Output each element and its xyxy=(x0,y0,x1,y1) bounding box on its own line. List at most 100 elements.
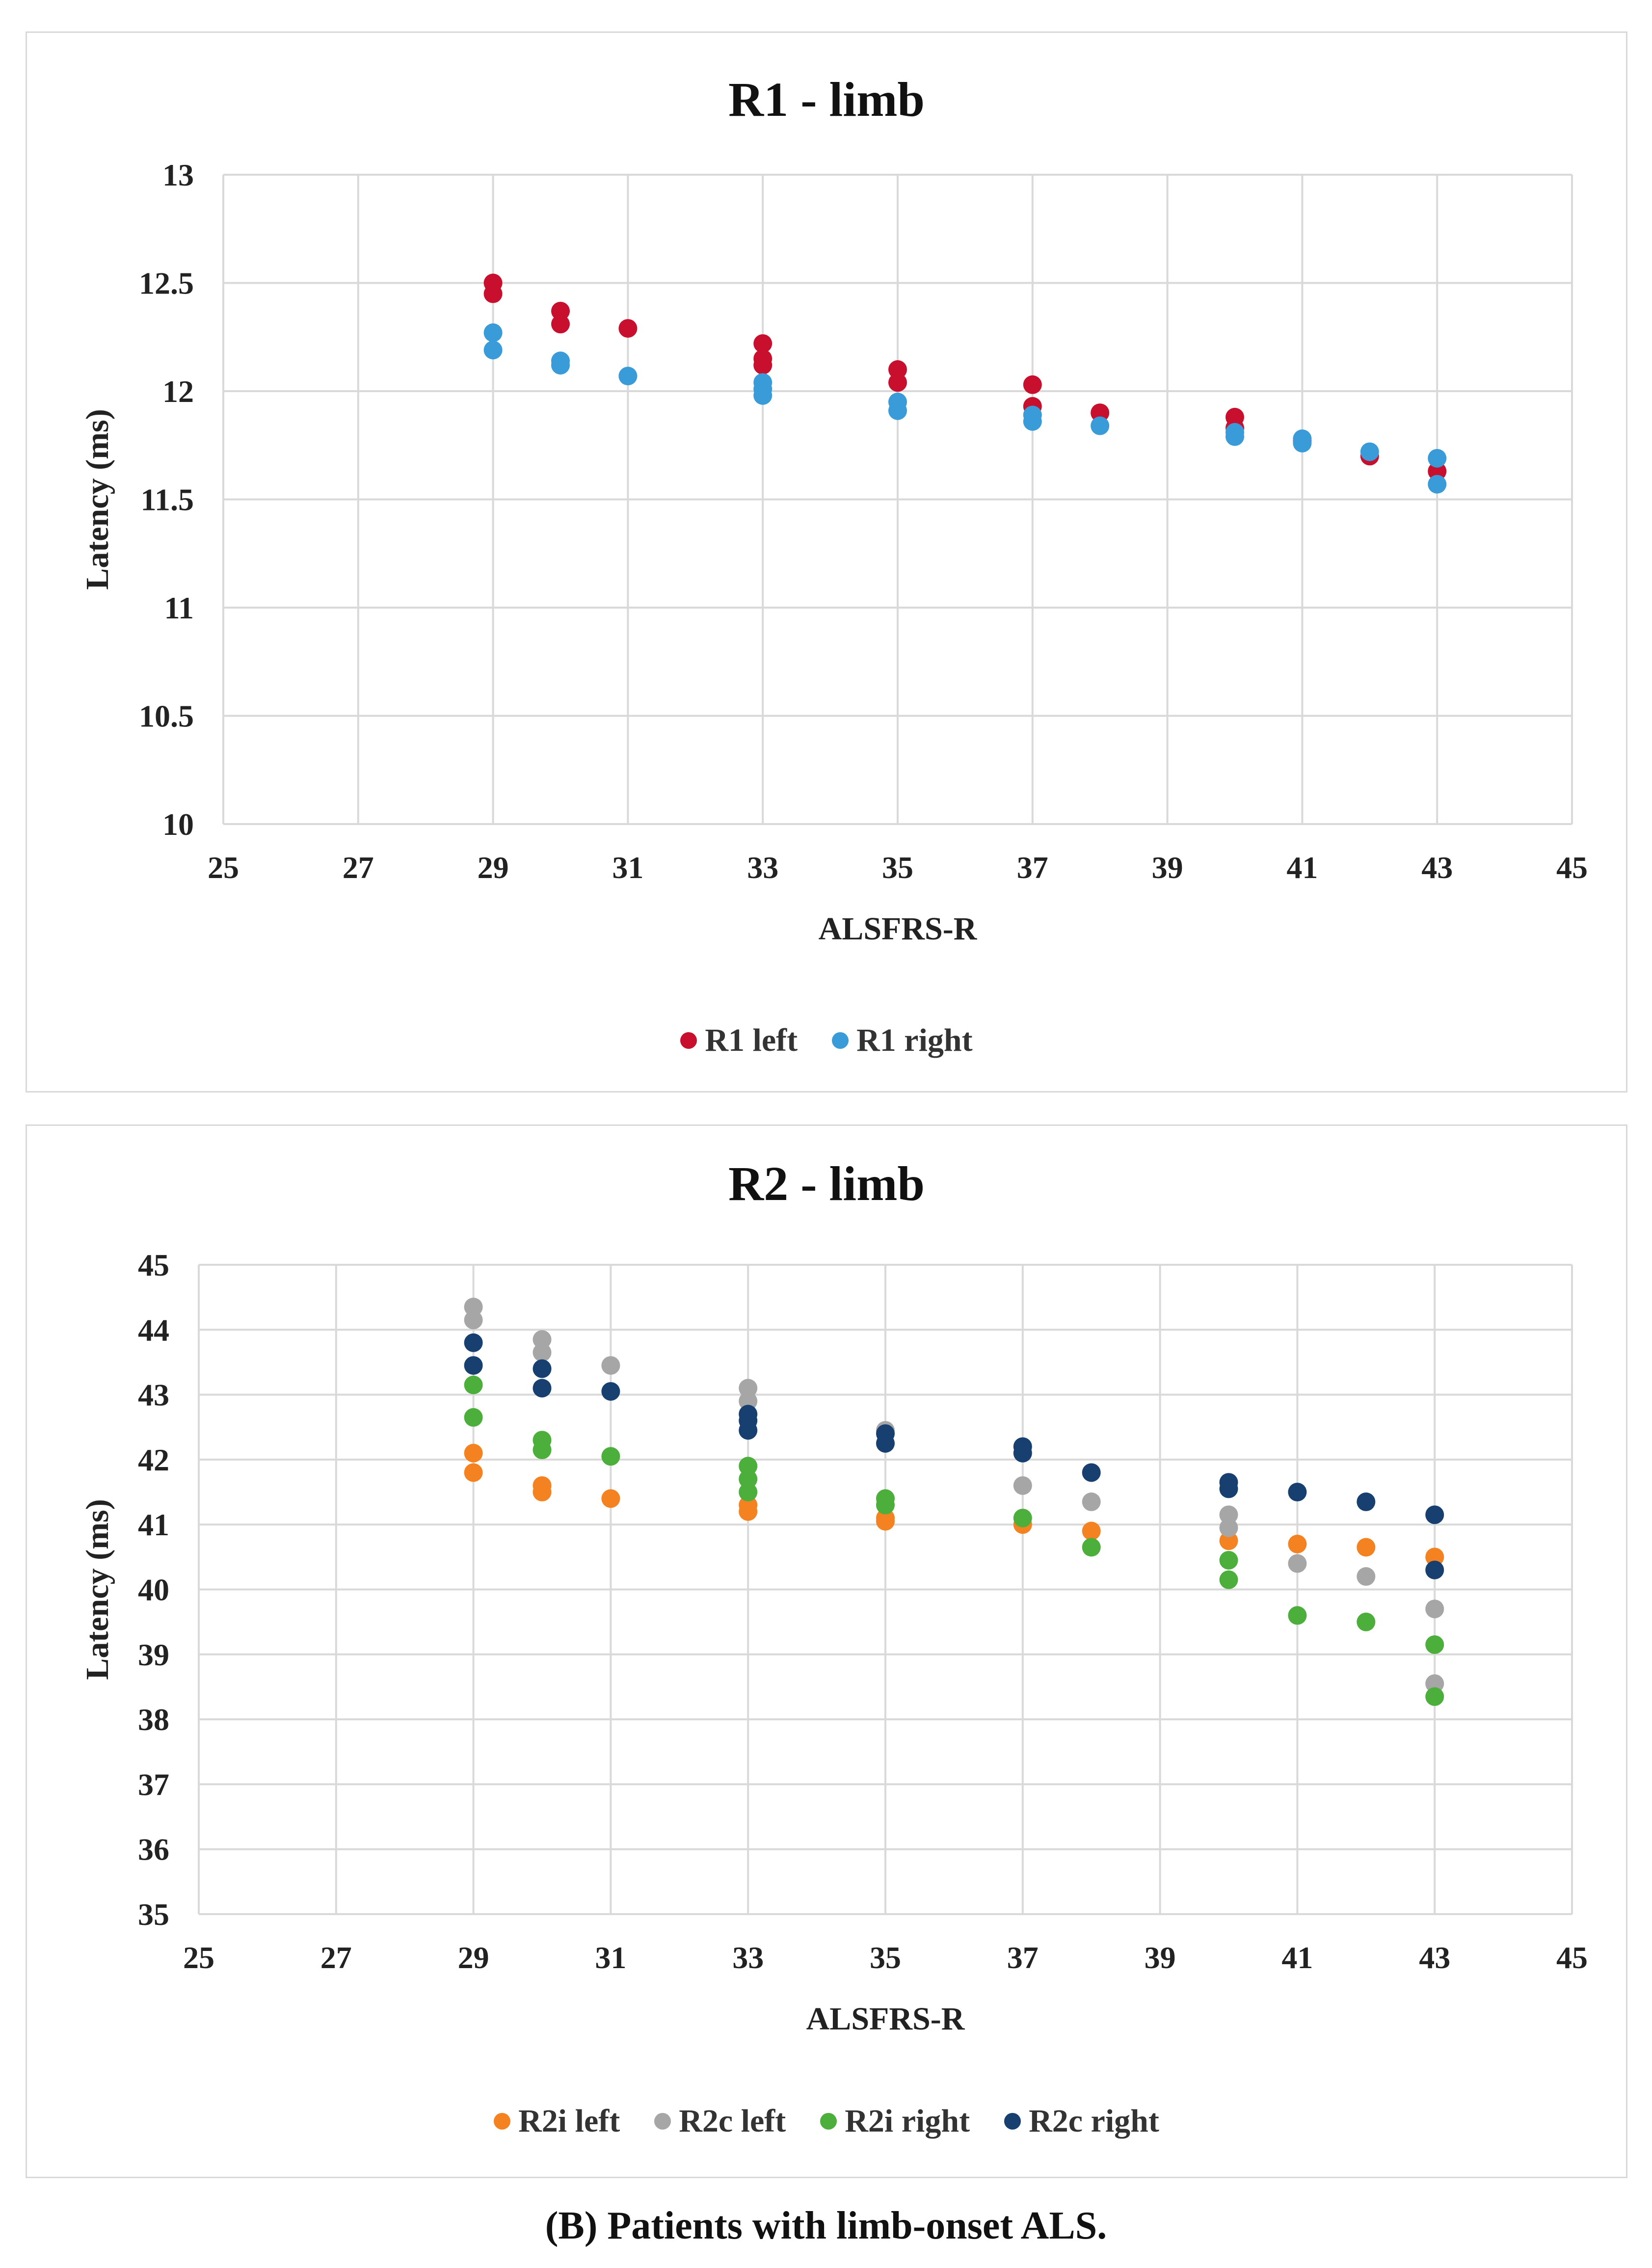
r2-x-tick-label: 41 xyxy=(1281,1940,1313,1975)
r1-y-tick-label: 12.5 xyxy=(139,266,194,301)
r2-point-r2i-right xyxy=(876,1495,895,1515)
r2-y-tick-label: 39 xyxy=(138,1637,169,1672)
r2-point-r2i-right xyxy=(601,1447,620,1466)
r2-point-r2i-left xyxy=(464,1443,483,1463)
r2-point-r2c-left xyxy=(739,1391,758,1411)
r2-point-r2i-right xyxy=(1219,1570,1238,1589)
r2-point-r2c-right xyxy=(533,1359,552,1378)
r2-chart-title: R2 - limb xyxy=(728,1156,925,1211)
r1-x-axis-title: ALSFRS-R xyxy=(819,911,978,947)
r1-point-r1-right xyxy=(1360,442,1379,461)
r1-series-r1-right xyxy=(483,323,1447,494)
r1-chart-panel: R1 - limb 10 10.5 11 11.5 12 12.5 13 25 27 29 31 33… xyxy=(26,31,1627,1093)
r2-point-r2c-left xyxy=(1425,1600,1444,1619)
legend-marker-r1-left xyxy=(680,1032,697,1049)
r1-point-r1-right xyxy=(1091,416,1110,435)
r1-x-tick-label: 27 xyxy=(343,850,374,885)
r2-legend: R2i left R2c left R2i right R2c right xyxy=(27,2103,1626,2140)
r2-point-r2i-right xyxy=(1219,1550,1238,1570)
r2-y-tick-label: 41 xyxy=(138,1507,169,1542)
r1-point-r1-right xyxy=(483,341,503,360)
r2-point-r2i-right xyxy=(1425,1635,1444,1654)
r2-y-tick-label: 42 xyxy=(138,1442,169,1477)
caption-panel-letter: B xyxy=(558,2204,585,2247)
r2-y-tick-label: 38 xyxy=(138,1702,169,1737)
r1-y-tick-label: 12 xyxy=(162,374,194,409)
legend-marker-r1-right xyxy=(832,1032,849,1049)
r2-x-tick-label: 37 xyxy=(1007,1940,1039,1975)
r2-point-r2i-left xyxy=(601,1489,620,1508)
r2-x-tick-label: 29 xyxy=(458,1940,489,1975)
r1-point-r1-right xyxy=(1293,433,1312,453)
r2-point-r2i-left xyxy=(739,1502,758,1521)
r2-point-r2c-right xyxy=(533,1379,552,1398)
r2-x-tick-label: 39 xyxy=(1145,1940,1176,1975)
r1-x-tick-label: 29 xyxy=(478,850,509,885)
r2-point-r2i-left xyxy=(533,1483,552,1502)
r2-point-r2c-right xyxy=(739,1421,758,1440)
r1-legend: R1 left R1 right xyxy=(27,1022,1626,1059)
r2-point-r2i-right xyxy=(739,1469,758,1489)
r2-x-tick-label: 43 xyxy=(1419,1940,1450,1975)
r2-point-r2c-left xyxy=(1288,1554,1307,1573)
r1-y-tick-label: 11.5 xyxy=(141,482,194,517)
legend-item-r2c-right: R2c right xyxy=(1004,2103,1159,2140)
r2-point-r2i-right xyxy=(464,1408,483,1427)
r2-point-r2i-right xyxy=(1082,1538,1101,1557)
r1-point-r1-right xyxy=(618,367,638,386)
r2-point-r2c-left xyxy=(464,1297,483,1316)
r2-y-axis-title: Latency (ms) xyxy=(80,1499,115,1680)
legend-label-r2c-left: R2c left xyxy=(679,2103,786,2139)
r2-point-r2i-right xyxy=(1357,1612,1376,1631)
r2-point-r2c-right xyxy=(1425,1505,1444,1524)
r1-x-tick-label: 33 xyxy=(747,850,778,885)
r1-x-tick-label: 43 xyxy=(1421,850,1453,885)
r1-x-tick-label: 41 xyxy=(1286,850,1318,885)
r1-y-axis-title: Latency (ms) xyxy=(80,409,115,589)
r2-y-tick-label: 43 xyxy=(138,1378,169,1413)
r2-point-r2i-left xyxy=(1082,1521,1101,1541)
r2-x-tick-label: 25 xyxy=(183,1940,214,1975)
r1-point-r1-right xyxy=(483,323,503,342)
r1-x-tick-label: 25 xyxy=(208,850,239,885)
legend-label-r2i-right: R2i right xyxy=(845,2103,970,2139)
r1-point-r1-left xyxy=(753,356,773,375)
r2-y-tick-label: 36 xyxy=(138,1832,169,1867)
r2-x-tick-label: 45 xyxy=(1556,1940,1588,1975)
r2-point-r2c-right xyxy=(464,1356,483,1375)
r1-point-r1-left xyxy=(753,334,773,353)
r1-point-r1-right xyxy=(1226,427,1244,446)
r2-y-tick-label: 37 xyxy=(138,1767,169,1802)
r2-point-r2c-right xyxy=(1357,1492,1376,1511)
r1-scatter-plot: 10 10.5 11 11.5 12 12.5 13 25 27 29 31 33 35 37 39 41 43… xyxy=(80,158,1588,947)
r1-point-r1-left xyxy=(888,373,907,392)
r2-point-r2c-right xyxy=(1219,1479,1238,1498)
r2-point-r2c-left xyxy=(533,1330,552,1349)
r2-point-r2c-right xyxy=(1425,1560,1444,1579)
legend-marker-r2i-right xyxy=(820,2113,837,2130)
r1-point-r1-right xyxy=(551,356,570,375)
r2-point-r2c-right xyxy=(876,1434,895,1453)
r2-point-r2i-right xyxy=(739,1483,758,1502)
r2-point-r2c-left xyxy=(739,1379,758,1398)
r1-chart-title: R1 - limb xyxy=(728,72,925,127)
r2-series-r2c-right xyxy=(464,1333,1444,1579)
legend-marker-r2c-left xyxy=(654,2113,671,2130)
r2-scatter-plot: 35 36 37 38 39 40 41 42 43 44 45 25 27 29 31 33 35 37 39 41… xyxy=(80,1248,1588,2037)
r2-point-r2c-left xyxy=(533,1343,552,1362)
r2-y-tick-label: 45 xyxy=(138,1248,169,1282)
r2-point-r2c-left xyxy=(1219,1518,1238,1537)
r2-point-r2i-right xyxy=(1013,1508,1032,1527)
r2-x-tick-label: 35 xyxy=(870,1940,901,1975)
r2-point-r2c-left xyxy=(1013,1476,1032,1495)
r1-point-r1-right xyxy=(1023,412,1042,431)
legend-item-r1-left: R1 left xyxy=(680,1022,798,1059)
r1-point-r1-left xyxy=(551,315,570,334)
r2-point-r2c-right xyxy=(1013,1443,1032,1463)
r2-point-r2c-right xyxy=(1082,1463,1101,1482)
r2-point-r2i-left xyxy=(1219,1531,1238,1550)
r2-point-r2i-left xyxy=(876,1512,895,1531)
r1-x-tick-label: 39 xyxy=(1152,850,1183,885)
r2-y-tick-label: 40 xyxy=(138,1573,169,1607)
r1-x-tick-label: 35 xyxy=(882,850,913,885)
